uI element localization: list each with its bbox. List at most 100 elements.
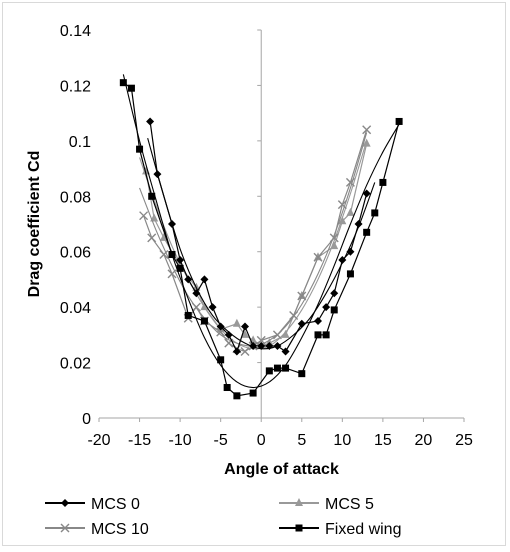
data-point	[354, 220, 363, 228]
data-point	[240, 346, 250, 356]
data-point	[184, 311, 192, 319]
data-point	[395, 117, 403, 125]
legend-item: MCS 0	[45, 496, 140, 513]
data-point	[148, 192, 156, 200]
data-point	[147, 233, 157, 243]
chart-frame: 0 0.02 0.04 0.06 0.08 0.1 0.12 0.14 -20 -15 -10 -5 0…	[2, 2, 506, 546]
series-fixed-wing	[119, 74, 403, 400]
data-point	[136, 145, 144, 153]
data-point	[272, 330, 282, 340]
x-tick-label: 5	[297, 432, 306, 449]
drag-coefficient-chart: 0 0.02 0.04 0.06 0.08 0.1 0.12 0.14 -20 -15 -10 -5 0…	[26, 23, 473, 538]
data-point	[371, 209, 379, 217]
data-point	[345, 177, 355, 187]
data-point	[362, 125, 372, 135]
x-axis-title: Angle of attack	[224, 461, 339, 478]
y-tick-label: 0	[82, 411, 91, 428]
data-point	[200, 317, 208, 325]
data-point	[362, 189, 371, 198]
data-point	[338, 256, 347, 265]
series-mcs-5	[139, 138, 371, 350]
data-point	[208, 303, 217, 312]
data-point	[139, 211, 149, 221]
legend-item: MCS 10	[45, 521, 149, 538]
data-point	[337, 200, 347, 210]
data-point	[346, 247, 355, 256]
axes-layer: 0 0.02 0.04 0.06 0.08 0.1 0.12 0.14 -20 -15 -10 -5 0…	[60, 23, 473, 449]
x-tick-label: -20	[87, 432, 110, 449]
data-point	[249, 341, 258, 350]
data-point	[232, 318, 241, 327]
data-point	[362, 138, 371, 147]
data-point	[232, 347, 241, 356]
data-point	[330, 289, 339, 298]
legend-label: MCS 10	[91, 521, 149, 538]
x-tick-label: 0	[257, 432, 266, 449]
data-point	[200, 302, 209, 311]
y-tick-label: 0.08	[60, 189, 91, 206]
y-tick-label: 0.06	[60, 245, 91, 262]
legend-item: MCS 5	[279, 496, 374, 513]
data-point	[298, 370, 306, 378]
data-point	[281, 347, 290, 356]
y-tick-label: 0.1	[69, 134, 91, 151]
data-point	[330, 241, 339, 250]
data-point	[192, 289, 201, 298]
data-point	[127, 84, 135, 92]
x-tick-label: 10	[333, 432, 351, 449]
x-tick-label: -5	[214, 432, 228, 449]
data-point	[159, 249, 169, 259]
x-tick-label: 15	[374, 432, 392, 449]
legend-marker	[295, 524, 303, 532]
legend: MCS 0 MCS 5 MCS 10 Fixed wing	[45, 496, 401, 538]
data-point	[241, 322, 249, 331]
legend-marker	[60, 523, 70, 533]
x-tick-label: -15	[128, 432, 151, 449]
y-tick-label: 0.04	[60, 300, 91, 317]
data-point	[297, 319, 306, 328]
data-point	[176, 264, 184, 272]
data-point	[153, 170, 162, 179]
data-point	[257, 341, 266, 350]
data-point	[281, 329, 290, 338]
legend-label: Fixed wing	[325, 521, 401, 538]
data-point	[338, 216, 347, 225]
data-point	[314, 252, 322, 261]
data-point	[273, 364, 281, 372]
x-tick-label: 25	[455, 432, 473, 449]
data-point	[249, 389, 257, 397]
series-layer	[119, 74, 403, 400]
series-mcs-0	[146, 117, 376, 356]
legend-label: MCS 5	[325, 496, 374, 513]
data-point	[273, 341, 282, 350]
data-point	[119, 79, 127, 87]
data-line	[122, 82, 400, 397]
data-point	[241, 329, 249, 338]
data-point	[322, 303, 331, 312]
data-point	[217, 356, 225, 364]
data-point	[346, 207, 355, 216]
data-point	[223, 384, 231, 392]
legend-marker	[61, 499, 69, 507]
y-tick-label: 0.02	[60, 356, 91, 373]
x-tick-label: -10	[169, 432, 192, 449]
data-point	[146, 117, 155, 126]
data-point	[168, 250, 176, 258]
data-point	[167, 269, 177, 279]
data-point	[322, 331, 330, 339]
y-tick-label: 0.14	[60, 23, 91, 40]
data-point	[297, 291, 307, 301]
data-point	[314, 331, 322, 339]
data-point	[379, 178, 387, 186]
data-point	[176, 256, 185, 265]
data-point	[168, 220, 176, 228]
data-point	[329, 233, 339, 243]
series-mcs-10	[139, 125, 372, 356]
legend-marker	[295, 498, 303, 506]
data-point	[346, 270, 354, 278]
data-point	[265, 341, 274, 350]
legend-item: Fixed wing	[279, 521, 401, 538]
data-point	[191, 302, 201, 312]
data-point	[159, 232, 168, 241]
data-point	[282, 364, 290, 372]
